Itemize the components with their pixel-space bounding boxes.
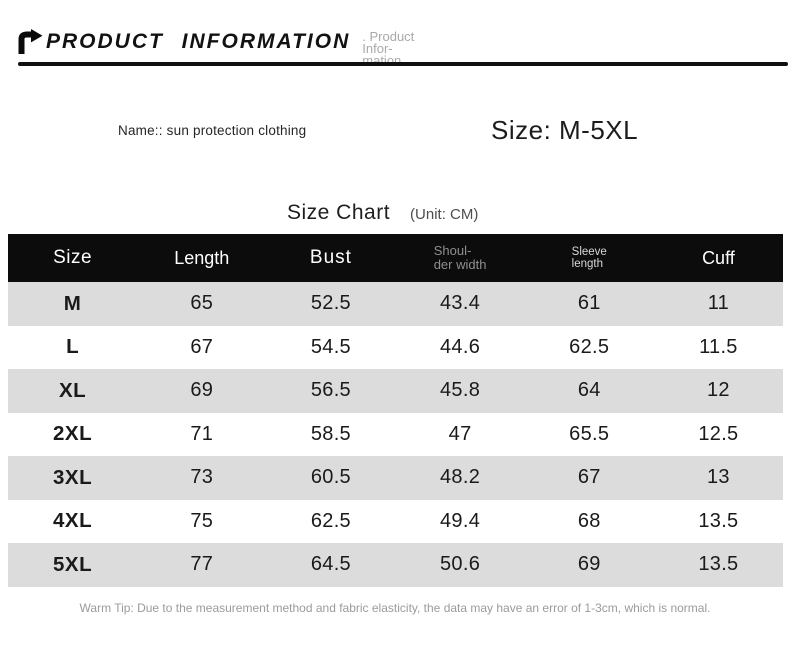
cell-size: L — [66, 335, 80, 359]
table-row-4xl: 4XL 75 62.5 49.4 68 13.5 — [8, 499, 783, 543]
cell-shoulder-width: 48.2 — [440, 466, 481, 489]
cell-shoulder-width: 47 — [448, 422, 472, 445]
cell-shoulder-width: 49.4 — [440, 509, 481, 532]
size-range-label: Size: M-5XL — [491, 115, 639, 145]
cell-size: M — [63, 291, 82, 315]
cell-length: 65 — [190, 292, 214, 315]
cell-bust: 54.5 — [310, 335, 351, 358]
cell-bust: 58.5 — [310, 422, 351, 445]
table-row-xl: XL 69 56.5 45.8 64 12 — [8, 369, 783, 413]
cell-bust: 56.5 — [310, 379, 351, 402]
page-title: PRODUCT INFORMATION — [46, 30, 351, 53]
cell-sleeve-length: 67 — [577, 466, 601, 489]
shoulder-line2: der width — [433, 257, 487, 272]
table-row-5xl: 5XL 77 64.5 50.6 69 13.5 — [8, 543, 783, 587]
size-chart-table: Size Length Bust Shoul- der width Sleeve… — [8, 234, 783, 587]
warm-tip-text: Warm Tip: Due to the measurement method … — [79, 601, 711, 615]
table-header-row: Size Length Bust Shoul- der width Sleeve… — [8, 234, 783, 282]
cell-size: 5XL — [53, 552, 93, 576]
cell-bust: 64.5 — [310, 553, 351, 576]
shoulder-line1: Shoul- — [433, 242, 472, 258]
table-row-m: M 65 52.5 43.4 61 11 — [8, 282, 783, 326]
table-row-l: L 67 54.5 44.6 62.5 11.5 — [8, 325, 783, 369]
cell-bust: 52.5 — [310, 292, 351, 315]
column-header-sleeve-length: Sleeve length — [525, 246, 654, 271]
sleeve-line2: length — [571, 258, 603, 270]
product-name-label: Name:: sun protection clothing — [118, 123, 307, 138]
cell-shoulder-width: 50.6 — [440, 553, 481, 576]
cell-size: XL — [58, 378, 87, 402]
cell-cuff: 11 — [707, 292, 730, 315]
page-subtitle-line1: . Product Infor- — [362, 29, 415, 56]
cell-shoulder-width: 45.8 — [440, 379, 481, 402]
cell-size: 3XL — [53, 465, 93, 489]
cell-length: 77 — [190, 553, 214, 576]
column-header-cuff: Cuff — [702, 247, 735, 268]
page-header: PRODUCT INFORMATION . Product Infor- mat… — [17, 27, 446, 67]
cell-cuff: 11.5 — [699, 335, 738, 358]
cell-bust: 62.5 — [310, 509, 351, 532]
cell-sleeve-length: 68 — [577, 509, 601, 532]
cell-length: 75 — [190, 509, 214, 532]
cell-cuff: 13 — [706, 466, 730, 489]
cell-sleeve-length: 64 — [577, 379, 601, 402]
cell-cuff: 12 — [706, 379, 730, 402]
cell-size: 2XL — [53, 422, 93, 446]
cell-length: 71 — [190, 422, 214, 445]
size-chart-title: Size Chart — [287, 201, 391, 224]
cell-size: 4XL — [53, 509, 93, 533]
cell-shoulder-width: 43.4 — [440, 292, 481, 315]
cell-length: 67 — [190, 335, 214, 358]
cell-sleeve-length: 65.5 — [569, 422, 610, 445]
column-header-shoulder-width: Shoul- der width — [396, 242, 525, 273]
cell-sleeve-length: 62.5 — [569, 335, 610, 358]
cell-sleeve-length: 61 — [577, 292, 601, 315]
cell-length: 69 — [190, 379, 214, 402]
size-chart-unit: (Unit: CM) — [410, 206, 479, 223]
column-header-size: Size — [53, 247, 93, 268]
header-divider — [18, 62, 788, 66]
table-row-3xl: 3XL 73 60.5 48.2 67 13 — [8, 456, 783, 500]
cell-cuff: 12.5 — [698, 422, 739, 445]
cell-sleeve-length: 69 — [577, 553, 601, 576]
turn-right-arrow-icon — [18, 29, 43, 54]
cell-length: 73 — [190, 466, 214, 489]
cell-cuff: 13.5 — [698, 509, 739, 532]
column-header-bust: Bust — [309, 247, 352, 268]
table-row-2xl: 2XL 71 58.5 47 65.5 12.5 — [8, 412, 783, 456]
cell-shoulder-width: 44.6 — [440, 335, 481, 358]
cell-cuff: 13.5 — [698, 553, 739, 576]
sleeve-line1: Sleeve — [571, 245, 607, 258]
size-chart-heading: Size Chart (Unit: CM) — [287, 201, 478, 225]
column-header-length: Length — [174, 247, 230, 268]
cell-bust: 60.5 — [310, 466, 351, 489]
